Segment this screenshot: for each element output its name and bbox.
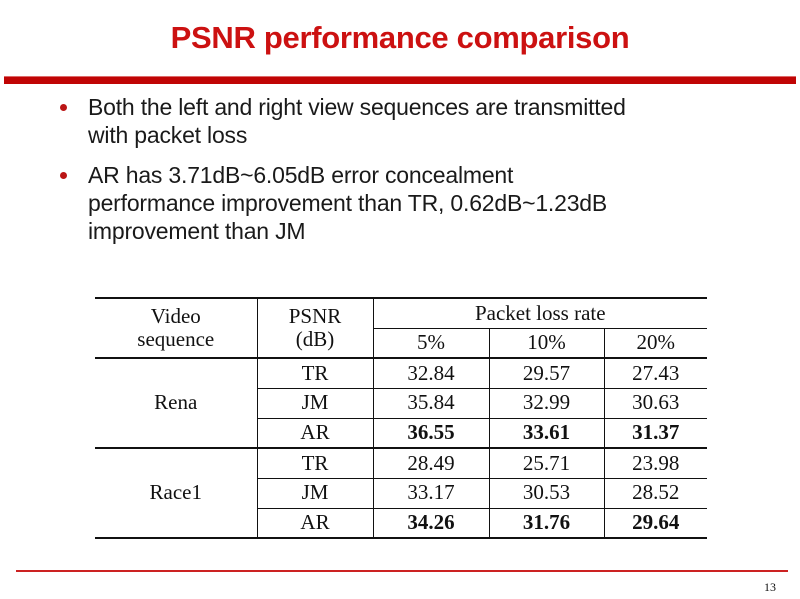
value-cell: 28.52 (603, 477, 708, 509)
value-cell: 23.98 (603, 447, 708, 479)
col-header-line: PSNR (288, 303, 342, 328)
page-number: 13 (764, 580, 776, 594)
bullet-text: AR has 3.71dB~6.05dB error concealment p… (88, 161, 607, 245)
col-header-line: Video (150, 303, 201, 328)
table-row: Race1 TR 28.49 25.71 23.98 (95, 447, 708, 539)
sequence-name-cell: Rena (95, 357, 258, 449)
table-row: AR 34.26 31.76 29.64 (95, 507, 708, 539)
bullet-text-line: performance improvement than TR, 0.62dB~… (88, 190, 608, 216)
method-cell: TR (256, 357, 374, 389)
col-header-packet-loss-rate: Packet loss rate (372, 297, 708, 329)
table-subheader-row: 5% 10% 20% (95, 327, 708, 359)
bullet-text-line: Both the left and right view sequences a… (88, 94, 626, 120)
value-cell: 30.63 (603, 387, 708, 419)
title-rule (4, 76, 796, 84)
col-header-video-sequence: Video sequence (95, 297, 258, 359)
bullet-list: Both the left and right view sequences a… (60, 93, 770, 245)
table-row: Rena TR 32.84 29.57 27.43 (95, 357, 708, 449)
bullet-icon (60, 172, 67, 179)
col-header-loss-20: 20% (603, 327, 708, 359)
table-header-row: Video sequence PSNR (dB) Packet loss rat… (95, 297, 708, 359)
value-cell: 31.76 (488, 507, 605, 539)
bullet-text-line: improvement than JM (88, 218, 306, 244)
value-cell: 29.57 (488, 357, 605, 389)
value-cell: 30.53 (488, 477, 605, 509)
value-cell: 31.37 (603, 417, 708, 449)
bullet-text-line: with packet loss (88, 122, 248, 148)
col-header-line: (dB) (295, 327, 335, 351)
col-header-loss-5: 5% (372, 327, 490, 359)
value-cell: 32.99 (488, 387, 605, 419)
value-cell: 34.26 (372, 507, 490, 539)
method-cell: JM (256, 387, 374, 419)
col-header-psnr: PSNR (dB) (256, 297, 374, 359)
col-header-loss-10: 10% (488, 327, 605, 359)
bullet-text-line: AR has 3.71dB~6.05dB error concealment (88, 162, 514, 188)
bullet-item: Both the left and right view sequences a… (60, 93, 770, 149)
method-cell: TR (256, 447, 374, 479)
value-cell: 32.84 (372, 357, 490, 389)
value-cell: 29.64 (603, 507, 708, 539)
value-cell: 25.71 (488, 447, 605, 479)
value-cell: 35.84 (372, 387, 490, 419)
sequence-name-cell: Race1 (95, 447, 258, 539)
bullet-item: AR has 3.71dB~6.05dB error concealment p… (60, 161, 770, 245)
method-cell: AR (256, 507, 374, 539)
psnr-table: Video sequence PSNR (dB) Packet loss rat… (95, 297, 708, 539)
table-row: AR 36.55 33.61 31.37 (95, 417, 708, 449)
method-cell: JM (256, 477, 374, 509)
value-cell: 36.55 (372, 417, 490, 449)
slide-title: PSNR performance comparison (170, 20, 630, 55)
bullet-icon (60, 104, 67, 111)
method-cell: AR (256, 417, 374, 449)
col-header-line: sequence (137, 327, 215, 351)
value-cell: 33.17 (372, 477, 490, 509)
value-cell: 28.49 (372, 447, 490, 479)
footer-rule (16, 570, 788, 572)
bullet-text: Both the left and right view sequences a… (88, 93, 626, 149)
value-cell: 27.43 (603, 357, 708, 389)
value-cell: 33.61 (488, 417, 605, 449)
